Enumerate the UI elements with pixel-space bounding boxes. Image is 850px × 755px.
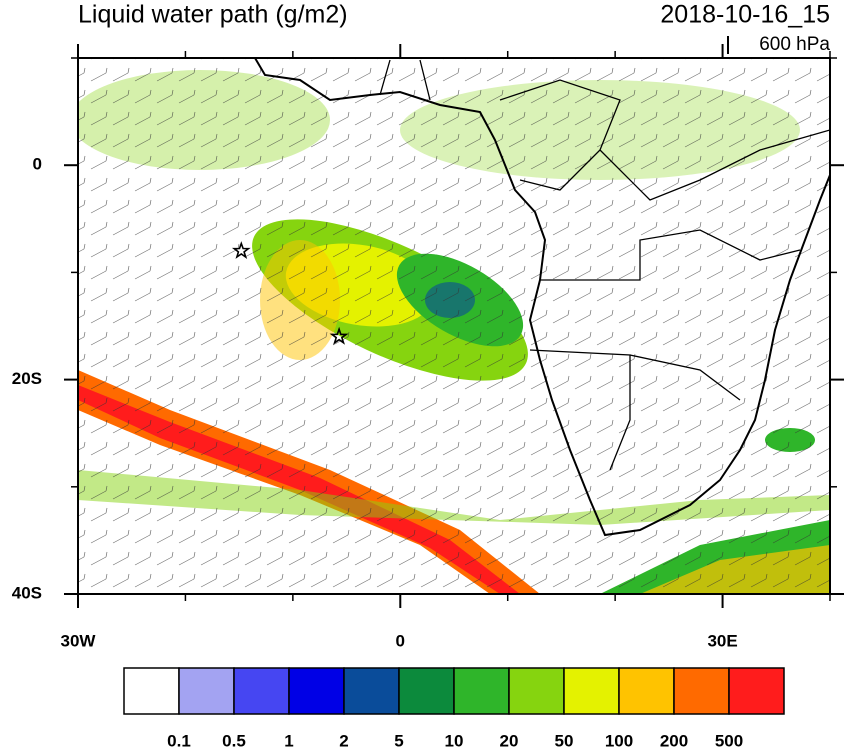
- x-tick-label: 30W: [61, 631, 97, 650]
- colorbar-label: 50: [555, 731, 574, 750]
- colorbar-box: [288, 667, 345, 715]
- borders: [379, 59, 830, 471]
- colorbar-box: [508, 667, 565, 715]
- axes: 30W 0 30E 0 20S 40S: [12, 44, 844, 650]
- colorbar-box: [398, 667, 455, 715]
- colorbar-box: [453, 667, 510, 715]
- colorbar: 0.1 0.5 1 2 5 10 20 50 100 200 500: [123, 667, 785, 750]
- colorbar-label: 0.1: [167, 731, 191, 750]
- colorbar-label: 1: [284, 731, 293, 750]
- colorbar-label: 10: [445, 731, 464, 750]
- y-tick-label: 0: [33, 155, 42, 174]
- x-tick-label: 30E: [707, 631, 737, 650]
- colorbar-box: [123, 667, 180, 715]
- colorbar-box: [343, 667, 400, 715]
- wind-barbs: [78, 58, 830, 594]
- colorbar-box: [178, 667, 235, 715]
- coastline: [254, 58, 830, 537]
- y-tick-label: 40S: [12, 583, 42, 602]
- station-star: [231, 241, 251, 259]
- station-star: [329, 326, 349, 345]
- colorbar-label: 2: [339, 731, 348, 750]
- level: 600 hPa: [759, 34, 830, 55]
- x-tick-label: 0: [396, 631, 405, 650]
- colorbar-box: [728, 667, 785, 715]
- colorbar-box: [233, 667, 290, 715]
- colorbar-label: 500: [715, 731, 743, 750]
- colorbar-box: [618, 667, 675, 715]
- colorbar-label: 5: [394, 731, 403, 750]
- colorbar-label: 20: [500, 731, 519, 750]
- map-frame: [77, 57, 831, 595]
- y-tick-label: 20S: [12, 369, 42, 388]
- title: Liquid water path (g/m2): [78, 1, 348, 29]
- colorbar-label: 100: [605, 731, 633, 750]
- colorbar-box: [673, 667, 730, 715]
- colorbar-box: [563, 667, 620, 715]
- map-layer: [78, 58, 830, 594]
- timestamp: 2018-10-16_15: [660, 1, 830, 29]
- colorbar-label: 200: [660, 731, 688, 750]
- colorbar-label: 0.5: [222, 731, 246, 750]
